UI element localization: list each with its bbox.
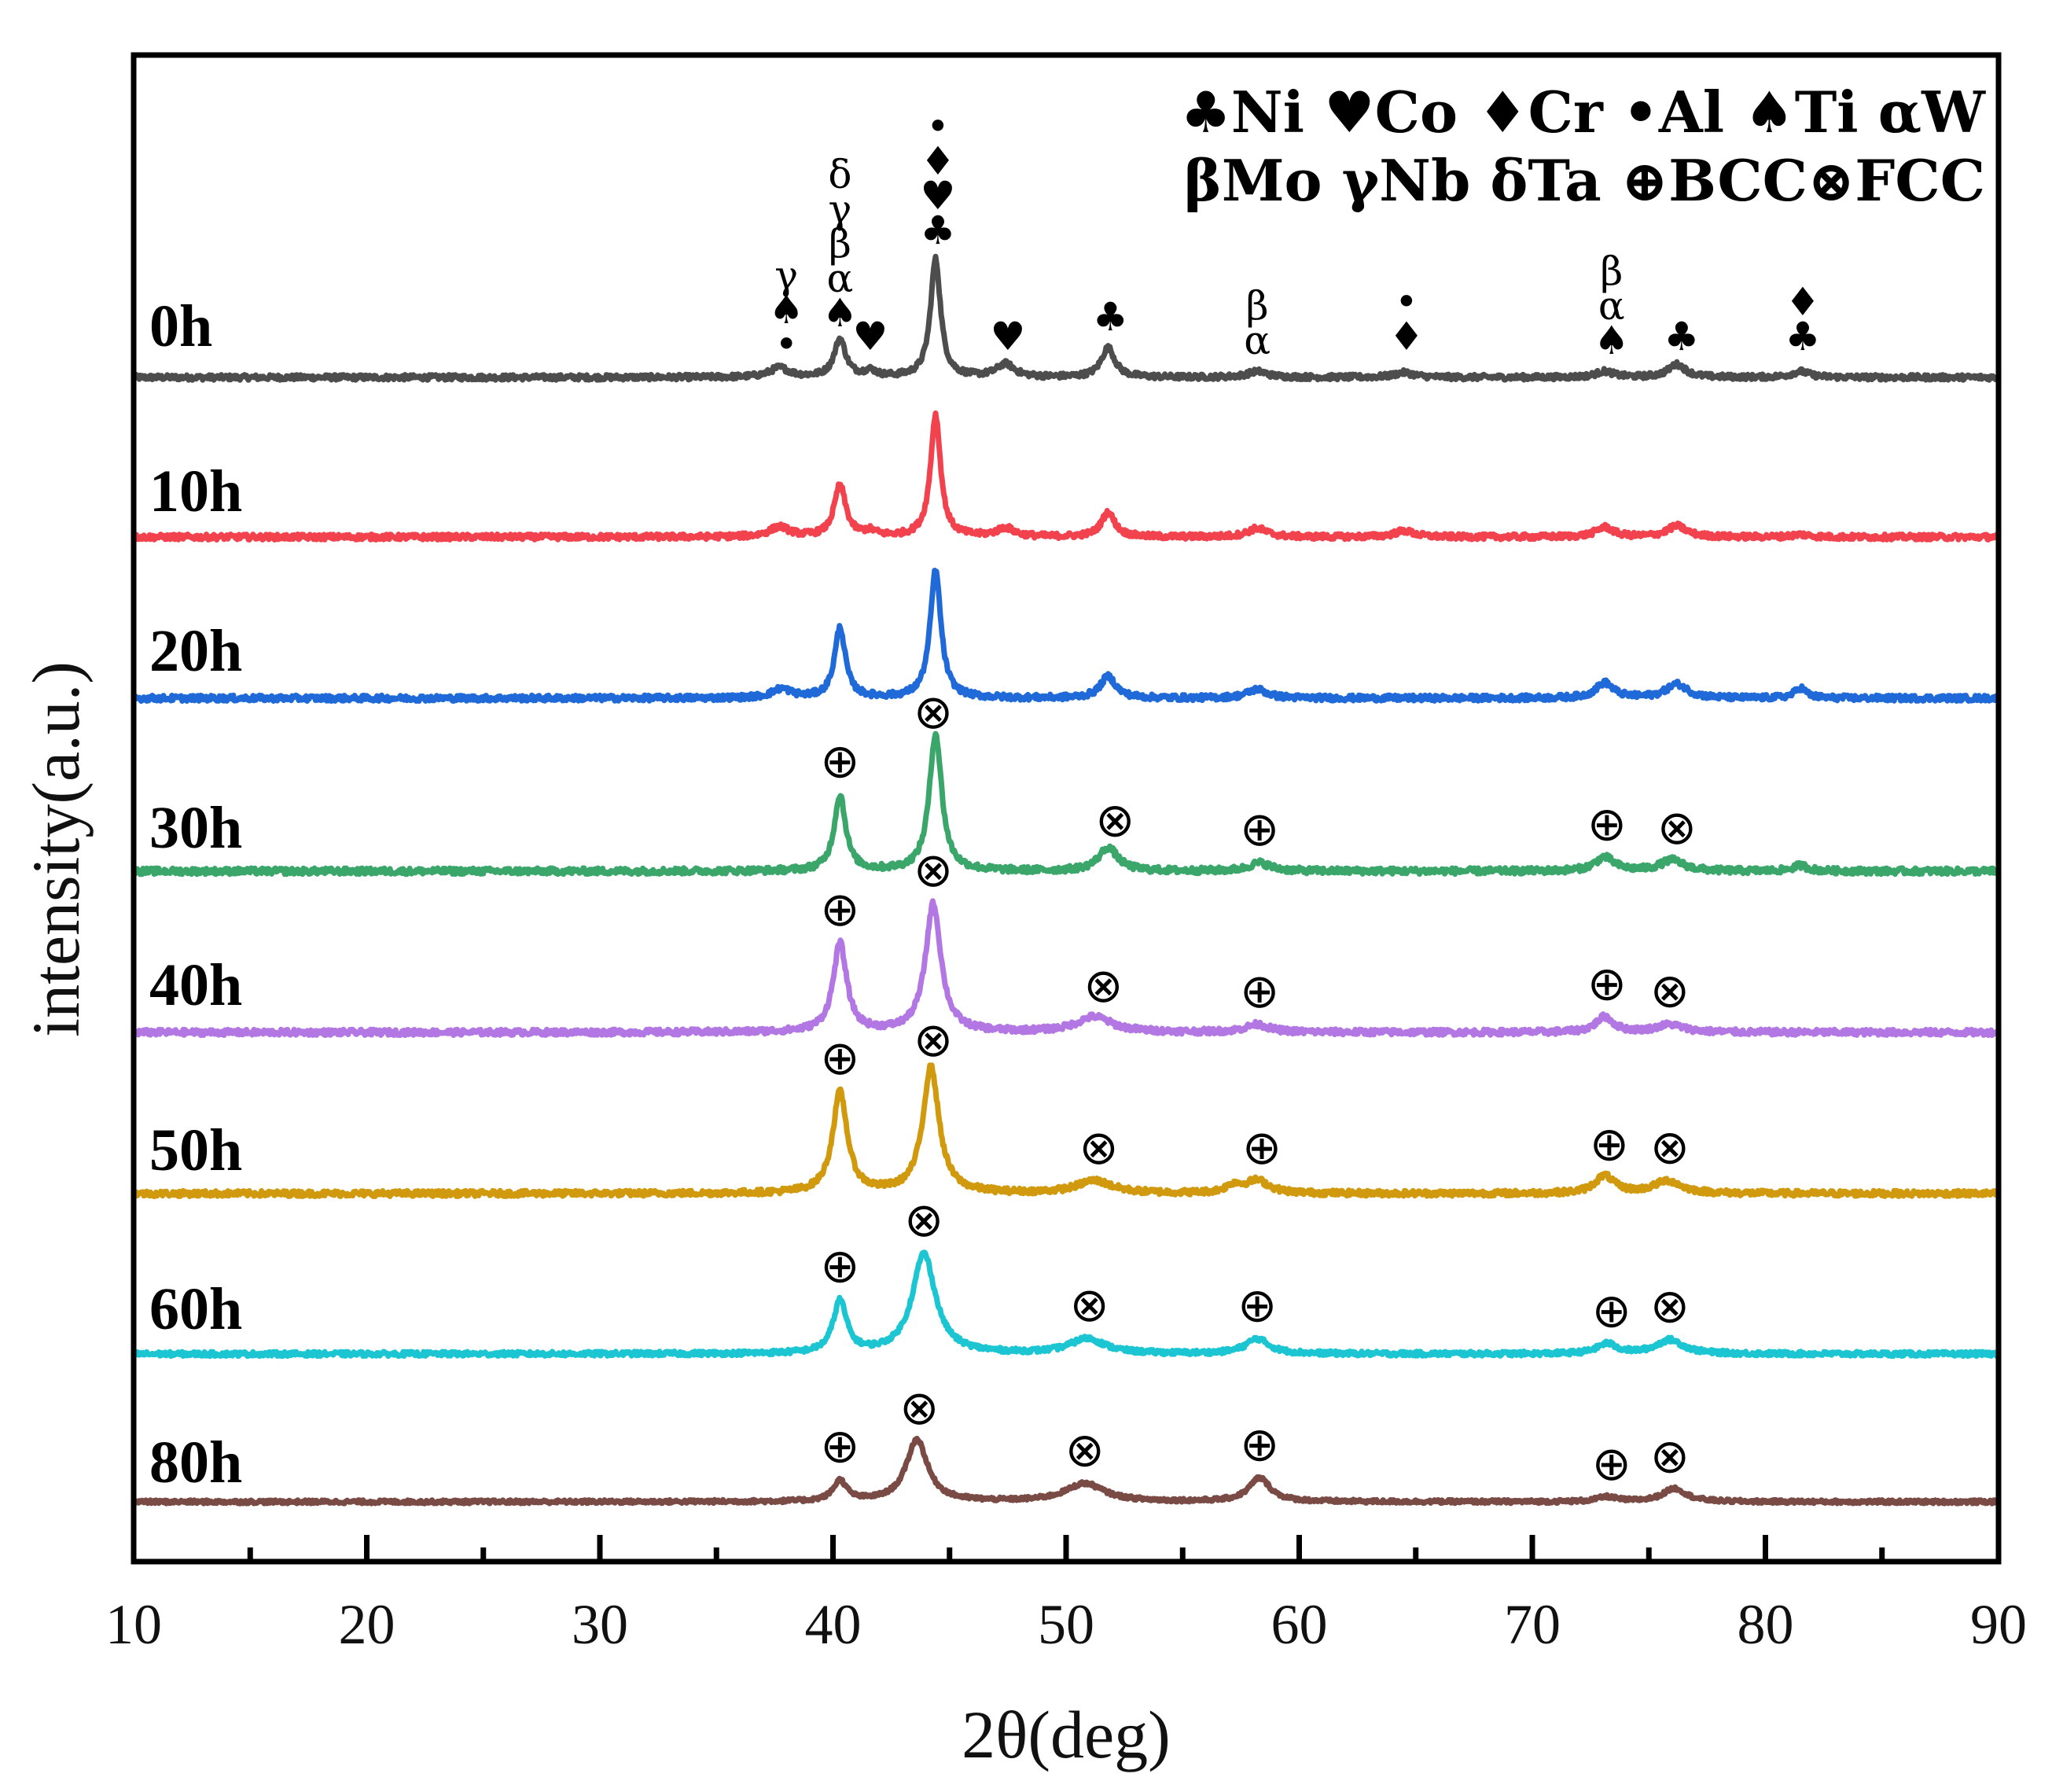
fcc-marker: ⊗	[914, 685, 953, 740]
fcc-marker: ⊗	[1083, 959, 1123, 1014]
fcc-marker: ⊗	[1657, 800, 1697, 856]
bcc-marker: ⊕	[820, 1031, 859, 1086]
legend-line-1: ♣Ni ♥Co ♦Cr •Al ♠Ti αW	[1180, 79, 1986, 145]
element-marker: ♣	[1093, 294, 1128, 340]
x-tick-label: 40	[805, 1593, 862, 1656]
bcc-marker: ⊕	[820, 734, 859, 789]
element-marker: α	[1244, 318, 1271, 363]
bcc-marker: ⊕	[1242, 1120, 1282, 1176]
legend-line-2: βMo γNb δTa ⊕BCC⊗FCC	[1184, 147, 1985, 214]
element-marker: δ	[828, 152, 851, 197]
bcc-marker: ⊕	[1240, 1417, 1279, 1472]
x-tick-label: 80	[1738, 1593, 1794, 1656]
series-line-20h	[131, 568, 2002, 705]
bcc-marker: ⊕	[1240, 964, 1279, 1019]
element-marker: γ	[828, 186, 851, 232]
element-marker: •	[926, 104, 950, 149]
x-tick-label: 70	[1504, 1593, 1561, 1656]
x-tick-label: 60	[1271, 1593, 1328, 1656]
bcc-marker: ⊕	[820, 1238, 859, 1293]
element-marker: ♦	[1388, 314, 1424, 359]
bcc-marker: ⊕	[1592, 1437, 1631, 1492]
x-tick-label: 50	[1038, 1593, 1094, 1656]
fcc-marker: ⊗	[1079, 1120, 1118, 1176]
x-tick-label: 30	[572, 1593, 628, 1656]
series-line-80h	[131, 1435, 2001, 1507]
bcc-marker: ⊕	[1240, 802, 1279, 857]
fcc-marker: ⊗	[1650, 1279, 1690, 1334]
element-marker: ♠	[822, 290, 858, 336]
series-label-40h: 40h	[149, 952, 242, 1018]
plot-frame	[131, 52, 2002, 1565]
element-marker: α	[827, 256, 854, 301]
series-label-20h: 20h	[149, 618, 242, 684]
bcc-marker: ⊕	[1237, 1278, 1277, 1333]
fcc-marker: ⊗	[1065, 1422, 1105, 1477]
element-marker: β	[829, 221, 851, 267]
element-marker: β	[1246, 283, 1269, 329]
element-marker: α	[1598, 283, 1625, 329]
fcc-marker: ⊗	[914, 1013, 953, 1068]
x-tick-label: 20	[339, 1593, 395, 1656]
series-line-0h	[131, 253, 2002, 383]
element-marker: γ	[774, 252, 798, 298]
fcc-marker: ⊗	[899, 1381, 939, 1436]
bcc-marker: ⊕	[1587, 957, 1627, 1012]
element-marker: ♥	[921, 173, 956, 219]
series-layer: 0h 10h 20h 30h 40h 50h 60h 80h	[131, 253, 2002, 1507]
x-axis-title: 2θ(deg)	[962, 1697, 1171, 1772]
series-line-50h	[131, 1062, 2001, 1199]
element-marker: •	[774, 322, 798, 367]
bcc-marker: ⊕	[820, 1419, 859, 1474]
bcc-marker: ⊕	[1587, 797, 1627, 852]
series-line-30h	[131, 730, 2001, 878]
element-marker: ♥	[853, 314, 888, 359]
series-line-10h	[131, 410, 2002, 543]
series-label-10h: 10h	[149, 458, 242, 524]
fcc-marker: ⊗	[1095, 793, 1134, 848]
bcc-marker: ⊕	[820, 882, 859, 937]
element-marker: ♣	[921, 208, 956, 253]
fcc-marker: ⊗	[914, 843, 953, 898]
element-marker: ♦	[1785, 279, 1821, 325]
x-tick-label: 90	[1970, 1593, 2027, 1656]
series-line-60h	[131, 1249, 2001, 1360]
element-marker: ♠	[1594, 318, 1629, 363]
tick-layer: 10 20 30 40 50 60 70 80 90	[105, 1535, 2027, 1656]
element-marker: ♠	[769, 287, 804, 333]
element-marker: ♥	[990, 314, 1025, 359]
element-marker: ♦	[921, 138, 956, 184]
fcc-marker: ⊗	[1070, 1278, 1109, 1333]
series-label-30h: 30h	[149, 795, 242, 861]
x-tick-label: 10	[105, 1593, 162, 1656]
series-line-40h	[131, 898, 2001, 1039]
series-label-80h: 80h	[149, 1430, 242, 1496]
fcc-marker: ⊗	[904, 1193, 943, 1248]
fcc-marker: ⊗	[1650, 964, 1690, 1019]
bcc-marker: ⊕	[1590, 1117, 1629, 1172]
fcc-marker: ⊗	[1650, 1120, 1690, 1176]
element-marker: •	[1395, 279, 1418, 325]
element-marker: ♣	[1785, 314, 1821, 359]
element-marker: β	[1600, 248, 1623, 294]
fcc-marker: ⊗	[1650, 1429, 1690, 1484]
series-label-60h: 60h	[149, 1276, 242, 1342]
series-label-0h: 0h	[149, 293, 212, 359]
y-axis-title: intensity(a.u.)	[18, 661, 94, 1037]
bcc-marker: ⊕	[1592, 1284, 1631, 1339]
series-label-50h: 50h	[149, 1117, 242, 1183]
element-marker: ♣	[1664, 314, 1699, 359]
